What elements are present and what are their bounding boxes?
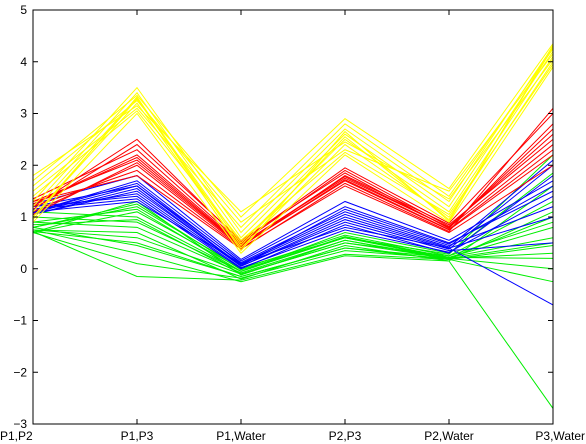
x-tick-label: P1,P2	[0, 429, 33, 443]
series-line-0-2	[32, 232, 554, 279]
series-line-0-1	[32, 231, 554, 283]
series-line-3-0	[32, 66, 554, 254]
series-line-0-14	[32, 154, 554, 269]
x-tick-label: P2,P3	[329, 429, 362, 443]
series-line-2-6	[32, 113, 554, 243]
series-line-2-0	[32, 164, 554, 249]
series-line-1-0	[32, 200, 554, 306]
series-line-1-7	[32, 164, 554, 267]
y-tick-label: −3	[13, 417, 27, 431]
series-line-1-8	[32, 159, 554, 265]
y-tick-label: −2	[13, 365, 27, 379]
series-line-3-6	[32, 53, 554, 223]
x-tick-label: P2,Water	[424, 429, 474, 443]
y-tick-label: −1	[13, 314, 27, 328]
series-line-3-5	[32, 48, 554, 229]
series-line-1-9	[32, 195, 554, 269]
series-layer	[32, 43, 554, 409]
series-line-0-5	[32, 221, 554, 274]
series-line-3-11	[32, 44, 554, 252]
series-line-3-7	[32, 43, 554, 218]
series-line-0-0	[32, 229, 554, 409]
x-tick-label: P1,Water	[216, 429, 266, 443]
series-line-2-8	[32, 149, 554, 247]
series-line-1-6	[32, 175, 554, 270]
x-tick-label: P3,Water	[535, 429, 585, 443]
series-line-1-10	[32, 185, 554, 267]
y-axis: −3 −2 −1 0 1 2 3 4 5	[13, 3, 553, 431]
y-tick-label: 3	[20, 107, 27, 121]
series-line-0-10	[32, 200, 554, 276]
series-line-2-9	[32, 128, 554, 246]
x-tick-label: P1,P3	[121, 429, 154, 443]
y-tick-label: 0	[20, 262, 27, 276]
x-axis: P1,P2 P1,P3 P1,Water P2,P3 P2,Water P3,Water	[0, 10, 585, 443]
y-tick-label: 2	[20, 158, 27, 172]
series-line-3-10	[32, 64, 554, 242]
series-line-1-1	[32, 193, 554, 267]
y-tick-label: 5	[20, 3, 27, 17]
y-tick-label: 1	[20, 210, 27, 224]
series-line-0-11	[32, 201, 554, 275]
y-tick-label: 4	[20, 55, 27, 69]
